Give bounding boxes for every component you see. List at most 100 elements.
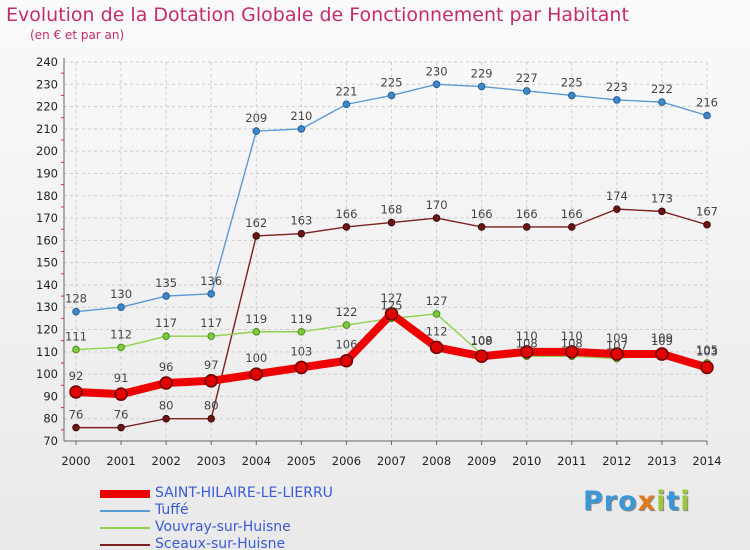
x-tick-label: 2006 [332, 454, 361, 468]
data-label-vouvray-sur-huisne: 119 [290, 312, 312, 326]
x-tick-label: 2013 [647, 454, 676, 468]
legend-item-tuff-: Tuffé [100, 502, 360, 519]
y-tick-label: 90 [43, 389, 58, 403]
legend-label: SAINT-HILAIRE-LE-LIERRU [155, 485, 333, 501]
data-label-vouvray-sur-huisne: 109 [471, 334, 493, 348]
data-label-saint-hilaire-le-lierru: 109 [651, 331, 673, 345]
y-tick-label: 150 [36, 256, 58, 270]
data-point-tuff- [207, 290, 216, 298]
data-label-sceaux-sur-huisne: 166 [335, 207, 357, 221]
legend-swatch [100, 489, 150, 498]
data-point-tuff- [658, 98, 666, 106]
data-label-saint-hilaire-le-lierru: 103 [290, 344, 312, 358]
data-label-vouvray-sur-huisne: 125 [381, 298, 403, 312]
legend-swatch [100, 509, 150, 512]
data-label-vouvray-sur-huisne: 119 [245, 312, 267, 326]
data-label-tuff-: 225 [561, 75, 583, 89]
data-label-tuff-: 216 [696, 96, 718, 110]
x-tick-label: 2014 [692, 454, 721, 468]
x-tick-label: 2012 [602, 454, 631, 468]
data-label-vouvray-sur-huisne: 105 [696, 343, 718, 357]
data-label-sceaux-sur-huisne: 80 [204, 399, 219, 413]
data-point-saint-hilaire-le-lierru [114, 387, 128, 401]
data-label-sceaux-sur-huisne: 173 [651, 191, 673, 205]
data-label-saint-hilaire-le-lierru: 92 [69, 369, 84, 383]
data-label-sceaux-sur-huisne: 166 [561, 207, 583, 221]
legend-swatch [100, 526, 150, 529]
data-point-sceaux-sur-huisne [72, 423, 80, 432]
data-point-sceaux-sur-huisne [477, 223, 486, 231]
y-tick-label: 140 [36, 278, 58, 292]
data-label-vouvray-sur-huisne: 122 [335, 305, 357, 319]
y-tick-label: 190 [36, 166, 58, 180]
chart-title: Evolution de la Dotation Globale de Fonc… [6, 4, 629, 26]
data-label-vouvray-sur-huisne: 117 [200, 316, 222, 330]
y-tick-label: 100 [36, 367, 58, 381]
data-label-saint-hilaire-le-lierru: 91 [114, 371, 129, 385]
data-label-vouvray-sur-huisne: 108 [516, 336, 538, 350]
y-tick-label: 230 [36, 77, 58, 91]
data-label-tuff-: 130 [110, 287, 132, 301]
data-point-vouvray-sur-huisne [117, 343, 125, 352]
x-tick-label: 2002 [152, 454, 181, 468]
data-point-tuff- [432, 80, 441, 89]
legend: SAINT-HILAIRE-LE-LIERRU Tuffé Vouvray-sur-… [100, 485, 360, 550]
y-tick-label: 210 [36, 122, 58, 136]
y-tick-label: 160 [36, 233, 58, 247]
data-label-vouvray-sur-huisne: 112 [110, 327, 132, 341]
data-point-sceaux-sur-huisne [117, 423, 125, 432]
data-point-sceaux-sur-huisne [613, 205, 621, 213]
data-point-sceaux-sur-huisne [703, 220, 711, 229]
legend-label: Vouvray-sur-Huisne [155, 519, 291, 535]
data-point-vouvray-sur-huisne [162, 332, 170, 341]
data-label-tuff-: 223 [606, 80, 628, 94]
data-label-sceaux-sur-huisne: 170 [426, 198, 448, 212]
data-point-sceaux-sur-huisne [342, 223, 351, 231]
y-tick-label: 170 [36, 211, 58, 225]
data-label-vouvray-sur-huisne: 109 [651, 334, 673, 348]
data-label-saint-hilaire-le-lierru: 112 [426, 324, 448, 338]
data-point-saint-hilaire-le-lierru [69, 385, 83, 399]
axes: 7080901001101201301401501601701801902002… [36, 55, 722, 468]
data-label-saint-hilaire-le-lierru: 96 [159, 360, 174, 374]
data-point-saint-hilaire-le-lierru [204, 374, 218, 388]
data-point-tuff- [342, 100, 351, 109]
data-point-sceaux-sur-huisne [252, 232, 261, 240]
y-tick-label: 80 [43, 412, 58, 426]
data-point-sceaux-sur-huisne [297, 229, 306, 238]
data-point-vouvray-sur-huisne [297, 327, 306, 336]
data-label-vouvray-sur-huisne: 111 [65, 330, 87, 344]
x-tick-label: 2007 [377, 454, 406, 468]
data-label-saint-hilaire-le-lierru: 97 [204, 358, 219, 372]
data-point-saint-hilaire-le-lierru [294, 360, 309, 375]
data-label-sceaux-sur-huisne: 174 [606, 189, 628, 203]
data-point-tuff- [567, 91, 576, 100]
data-label-sceaux-sur-huisne: 163 [290, 214, 312, 228]
data-label-saint-hilaire-le-lierru: 100 [245, 351, 267, 365]
data-label-sceaux-sur-huisne: 76 [69, 408, 84, 422]
data-point-sceaux-sur-huisne [207, 414, 216, 423]
data-point-vouvray-sur-huisne [432, 310, 441, 318]
data-point-saint-hilaire-le-lierru [700, 360, 714, 375]
data-point-saint-hilaire-le-lierru [159, 376, 173, 390]
data-label-sceaux-sur-huisne: 168 [381, 203, 403, 217]
data-label-saint-hilaire-le-lierru: 127 [381, 291, 403, 305]
data-label-sceaux-sur-huisne: 166 [471, 207, 493, 221]
data-label-saint-hilaire-le-lierru: 106 [335, 338, 357, 352]
x-tick-label: 2010 [512, 454, 541, 468]
data-point-saint-hilaire-le-lierru [339, 353, 354, 368]
data-point-tuff- [252, 127, 261, 135]
x-tick-label: 2003 [197, 454, 226, 468]
data-markers [69, 80, 714, 432]
data-point-sceaux-sur-huisne [432, 214, 441, 222]
x-tick-label: 2009 [467, 454, 496, 468]
data-point-vouvray-sur-huisne [342, 321, 351, 329]
legend-swatch [100, 543, 150, 546]
legend-item-saint-hilaire-le-lierru: SAINT-HILAIRE-LE-LIERRU [100, 485, 360, 502]
y-tick-label: 200 [36, 144, 58, 158]
data-label-sceaux-sur-huisne: 162 [245, 216, 267, 230]
x-tick-label: 2008 [422, 454, 451, 468]
y-tick-label: 110 [36, 345, 58, 359]
data-labels: 128 130 135 136 209 210 221 225 230 229 227 225 223 2… [65, 64, 718, 421]
data-label-sceaux-sur-huisne: 76 [114, 408, 129, 422]
